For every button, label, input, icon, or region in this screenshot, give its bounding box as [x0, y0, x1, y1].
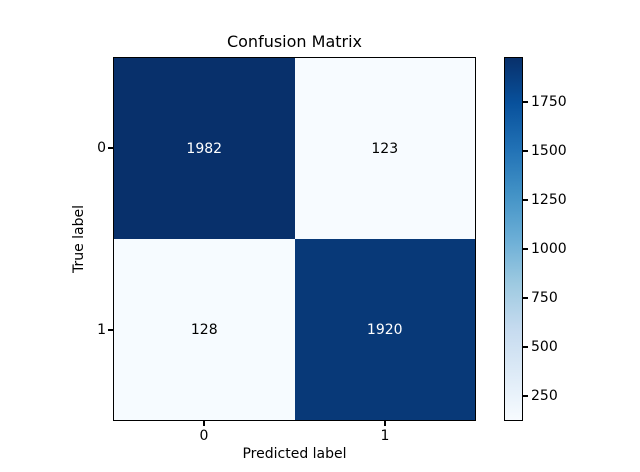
- x-tick-mark-0: [203, 421, 205, 426]
- colorbar-tick-mark-500: [523, 346, 528, 348]
- colorbar-tick-label-1250: 1250: [531, 192, 567, 208]
- colorbar-tick-label-750: 750: [531, 290, 558, 306]
- colorbar-tick-mark-250: [523, 395, 528, 397]
- matrix-cell-0-0: 1982: [114, 58, 295, 239]
- matrix-cell-1-0: 128: [114, 239, 295, 420]
- colorbar-tick-mark-1250: [523, 199, 528, 201]
- x-tick-label-1: 1: [380, 428, 390, 444]
- colorbar-tick-label-1000: 1000: [531, 241, 567, 257]
- colorbar-tick-label-1750: 1750: [531, 94, 567, 110]
- colorbar-tick-mark-1500: [523, 150, 528, 152]
- colorbar-tick-label-1500: 1500: [531, 143, 567, 159]
- heatmap-plot-area: 1982 123 128 1920: [113, 57, 476, 421]
- chart-title: Confusion Matrix: [226, 32, 363, 51]
- x-tick-label-0: 0: [199, 428, 209, 444]
- colorbar: [504, 57, 523, 421]
- colorbar-tick-mark-750: [523, 297, 528, 299]
- y-tick-label-0: 0: [97, 140, 106, 156]
- colorbar-tick-label-250: 250: [531, 388, 558, 404]
- matrix-cell-0-1: 123: [294, 58, 475, 239]
- colorbar-tick-label-500: 500: [531, 339, 558, 355]
- colorbar-tick-mark-1750: [523, 101, 528, 103]
- y-axis-label: True label: [71, 204, 87, 274]
- x-tick-mark-1: [384, 421, 386, 426]
- x-axis-label: Predicted label: [242, 446, 347, 462]
- y-tick-mark-0: [108, 147, 113, 149]
- colorbar-tick-mark-1000: [523, 248, 528, 250]
- y-tick-mark-1: [108, 329, 113, 331]
- y-tick-label-1: 1: [97, 322, 106, 338]
- matrix-cell-1-1: 1920: [294, 239, 475, 420]
